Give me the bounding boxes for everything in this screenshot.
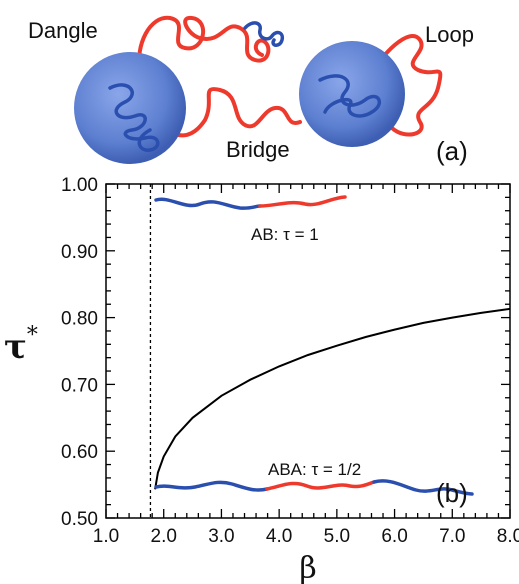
loop-label: Loop <box>425 22 474 47</box>
dangle-label: Dangle <box>28 18 98 43</box>
x-axis-label: β <box>299 551 316 584</box>
ab-chain-illustration <box>154 195 347 210</box>
core-chain-left <box>108 83 160 152</box>
aba-annotation: ABA: τ = 1/2 <box>268 460 361 479</box>
core-chain-right <box>318 74 382 118</box>
loop-chain <box>366 34 443 137</box>
aba-chain-illustration <box>154 479 474 496</box>
x-tick-label: 1.0 <box>93 526 119 547</box>
micelle-right <box>299 41 405 147</box>
dangle-chain-end <box>243 21 285 47</box>
y-tick-label: 0.90 <box>61 242 98 263</box>
panel-a-label: (a) <box>436 136 468 166</box>
x-tick-label: 6.0 <box>381 526 407 547</box>
y-tick-label: 0.60 <box>61 442 98 463</box>
x-tick-label: 4.0 <box>266 526 292 547</box>
y-axis-label: τ* <box>4 323 38 367</box>
micelle-left <box>74 52 186 164</box>
dangle-loop-chain <box>137 15 271 74</box>
y-tick-label: 1.00 <box>61 175 98 196</box>
x-tick-label: 3.0 <box>208 526 234 547</box>
bridge-label: Bridge <box>226 137 290 162</box>
bridge-chain <box>148 87 302 138</box>
panel-b: 1.0 2.0 3.0 4.0 5.0 6.0 7.0 8.0 0.50 0.60 0.70 0.80… <box>4 175 519 584</box>
x-tick-label: 7.0 <box>439 526 465 547</box>
y-axis-label-superscript: * <box>27 323 38 348</box>
panel-a: Dangle Loop Bridge (a) <box>28 15 474 166</box>
x-tick-label: 5.0 <box>324 526 350 547</box>
panel-b-label: (b) <box>436 478 468 508</box>
axis-ticks <box>105 183 511 519</box>
x-tick-label: 8.0 <box>497 526 519 547</box>
ab-annotation: AB: τ = 1 <box>251 225 319 244</box>
y-axis-label-main: τ <box>4 327 27 367</box>
x-tick-label: 2.0 <box>151 526 177 547</box>
axis-tick-labels: 1.0 2.0 3.0 4.0 5.0 6.0 7.0 8.0 0.50 0.60 0.70 0.80… <box>61 175 519 547</box>
y-tick-label: 0.50 <box>61 509 98 530</box>
series-tau-star <box>154 307 511 490</box>
plot-frame <box>105 183 511 519</box>
y-tick-label: 0.80 <box>61 309 98 330</box>
y-tick-label: 0.70 <box>61 375 98 396</box>
